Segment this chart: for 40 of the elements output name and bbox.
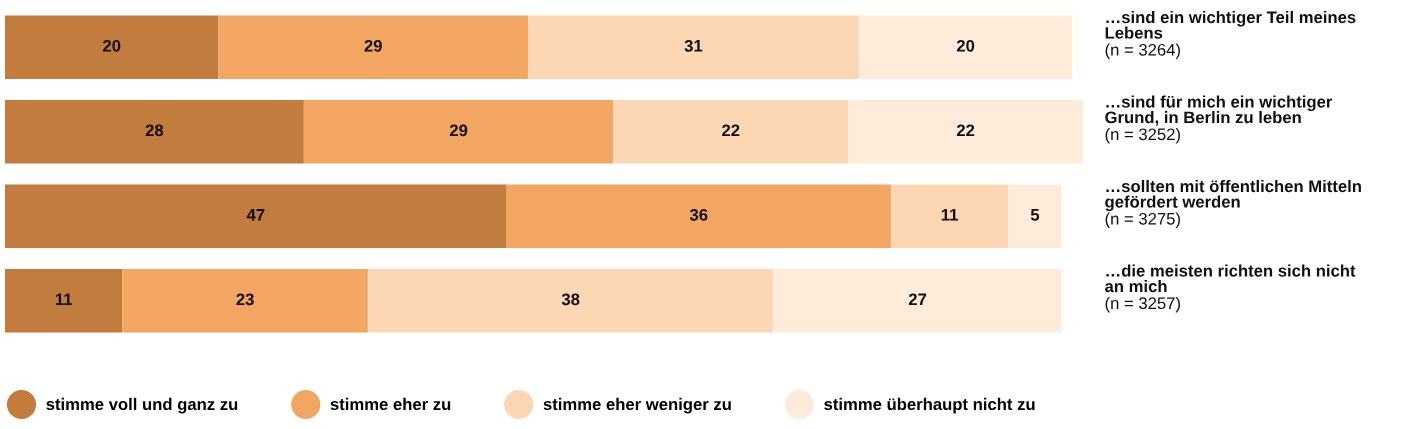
- bar: [848, 100, 1083, 164]
- legend-label: stimme eher zu: [330, 397, 451, 411]
- data-label: 20: [956, 39, 975, 52]
- data-label: 23: [236, 293, 254, 306]
- data-label: 11: [55, 293, 73, 306]
- data-label: 29: [449, 124, 468, 137]
- legend-label: stimme voll und ganz zu: [46, 397, 238, 414]
- data-label: 31: [684, 39, 703, 52]
- bar: [5, 15, 219, 79]
- bar: [367, 269, 774, 333]
- bar: [858, 15, 1073, 79]
- bar: [890, 184, 1009, 248]
- legend-label: stimme überhaupt nicht zu: [824, 397, 1035, 414]
- y-tick-label: …die meisten richten sich nicht an mich (n = 3257): [1105, 264, 1356, 313]
- bar: [506, 184, 891, 248]
- legend-label: stimme eher weniger zu: [543, 397, 731, 414]
- bar: [1008, 184, 1062, 248]
- bar: [773, 269, 1062, 333]
- data-label: 11: [941, 209, 958, 221]
- data-label: 20: [103, 39, 121, 52]
- data-label: 38: [561, 293, 580, 306]
- data-label: 29: [364, 39, 382, 52]
- y-tick-label: …sind für mich ein wichtiger Grund, in Berlin zu leben (n = 3252): [1105, 95, 1333, 144]
- bar: [613, 100, 849, 164]
- bar: [5, 184, 507, 248]
- data-label: 27: [908, 293, 927, 306]
- data-label: 5: [1030, 209, 1040, 221]
- data-label: 22: [956, 124, 975, 137]
- data-label: 22: [722, 124, 740, 137]
- y-tick-label: …sind ein wichtiger Teil meines Lebens (n = 3264): [1105, 10, 1356, 59]
- data-label: 47: [246, 209, 265, 221]
- bar: [303, 100, 614, 164]
- bar: [122, 269, 368, 333]
- bar: [5, 100, 304, 164]
- bar: [527, 15, 859, 79]
- y-tick-label: …sollten mit öffentlichen Mitteln gefördert werden (n = 3275): [1105, 179, 1361, 228]
- bar: [5, 269, 123, 333]
- bar: [218, 15, 528, 79]
- data-label: 28: [145, 124, 164, 137]
- data-label: 36: [689, 208, 708, 221]
